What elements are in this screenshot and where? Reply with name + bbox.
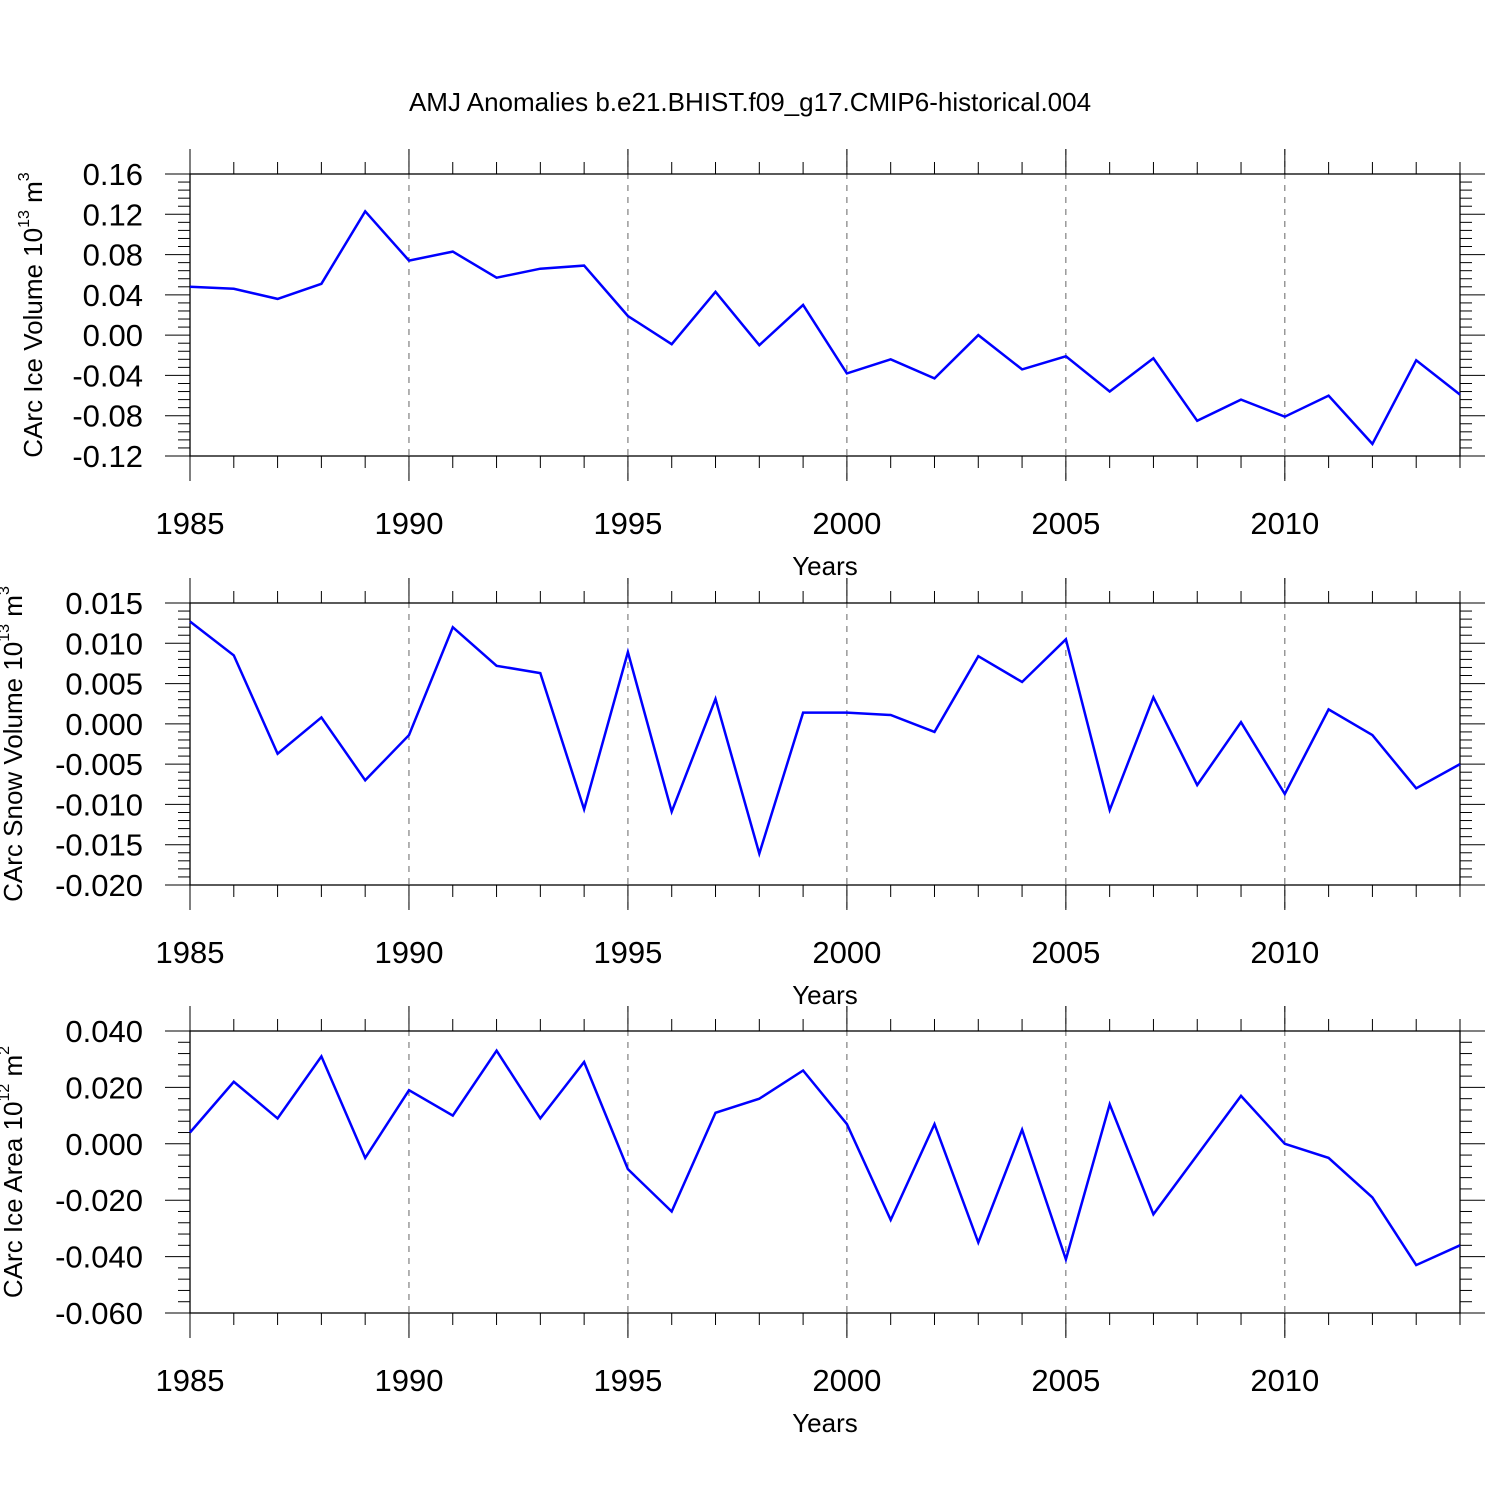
y-axis-label: CArc Ice Volume 1013 m3 (16, 172, 48, 457)
x-tick-label: 1995 (593, 935, 662, 970)
plot-frame (189, 1030, 1461, 1314)
y-axis-label: CArc Snow Volume 1013 m3 (0, 586, 28, 902)
x-axis-label: Years (792, 551, 858, 581)
y-tick-label: 0.04 (83, 278, 143, 313)
x-tick-label: 1985 (156, 506, 225, 541)
y-tick-label: -0.010 (55, 787, 143, 822)
y-tick-label: 0.000 (65, 1127, 143, 1162)
y-tick-label: -0.015 (55, 828, 143, 863)
x-tick-label: 1995 (593, 1363, 662, 1398)
y-tick-label: 0.040 (65, 1014, 143, 1049)
x-tick-label: 2005 (1031, 506, 1100, 541)
series-line (189, 209, 1461, 447)
y-tick-label: -0.020 (55, 1183, 143, 1218)
y-tick-label: 0.020 (65, 1070, 143, 1105)
x-tick-label: 2005 (1031, 935, 1100, 970)
y-tick-label: 0.000 (65, 707, 143, 742)
y-tick-label: -0.040 (55, 1240, 143, 1275)
x-tick-label: 1995 (593, 506, 662, 541)
y-tick-label: -0.005 (55, 747, 143, 782)
x-tick-label: 1985 (156, 1363, 225, 1398)
y-tick-label: 0.00 (83, 318, 143, 353)
x-tick-label: 2010 (1250, 1363, 1319, 1398)
x-tick-label: 1990 (374, 506, 443, 541)
y-tick-label: -0.04 (72, 358, 143, 393)
x-tick-label: 1990 (374, 1363, 443, 1398)
x-axis-label: Years (792, 980, 858, 1010)
y-tick-label: -0.12 (72, 439, 143, 474)
y-axis-label: CArc Ice Area 1012 m2 (0, 1046, 28, 1298)
x-tick-label: 2000 (812, 935, 881, 970)
panel-snow-volume: 0.015 0.010 0.005 0.000 -0.005 -0.010 -0.015 -0… (0, 578, 1485, 1010)
x-tick-label: 2010 (1250, 506, 1319, 541)
plot-frame (189, 173, 1461, 457)
y-tick-label: 0.015 (65, 586, 143, 621)
y-tick-label: 0.12 (83, 197, 143, 232)
x-tick-label: 1990 (374, 935, 443, 970)
x-tick-label: 2010 (1250, 935, 1319, 970)
panel-ice-volume: 0.16 0.12 0.08 0.04 0.00 -0.04 -0.08 -0.12 1985 1… (16, 149, 1485, 581)
x-tick-label: 2000 (812, 1363, 881, 1398)
y-tick-label: 0.010 (65, 626, 143, 661)
y-tick-label: 0.005 (65, 667, 143, 702)
y-tick-label: 0.16 (83, 157, 143, 192)
series-line (189, 620, 1461, 858)
y-tick-label: -0.08 (72, 399, 143, 434)
y-tick-label: 0.08 (83, 238, 143, 273)
x-axis-label: Years (792, 1408, 858, 1438)
x-tick-label: 2000 (812, 506, 881, 541)
figure-title: AMJ Anomalies b.e21.BHIST.f09_g17.CMIP6-… (409, 87, 1091, 117)
y-tick-label: -0.020 (55, 868, 143, 903)
x-tick-label: 1985 (156, 935, 225, 970)
panel-ice-area: 0.040 0.020 0.000 -0.020 -0.040 -0.060 1985 199… (0, 1006, 1485, 1438)
plot-frame (189, 602, 1461, 886)
series-line (189, 1048, 1461, 1267)
x-tick-label: 2005 (1031, 1363, 1100, 1398)
y-tick-label: -0.060 (55, 1296, 143, 1331)
